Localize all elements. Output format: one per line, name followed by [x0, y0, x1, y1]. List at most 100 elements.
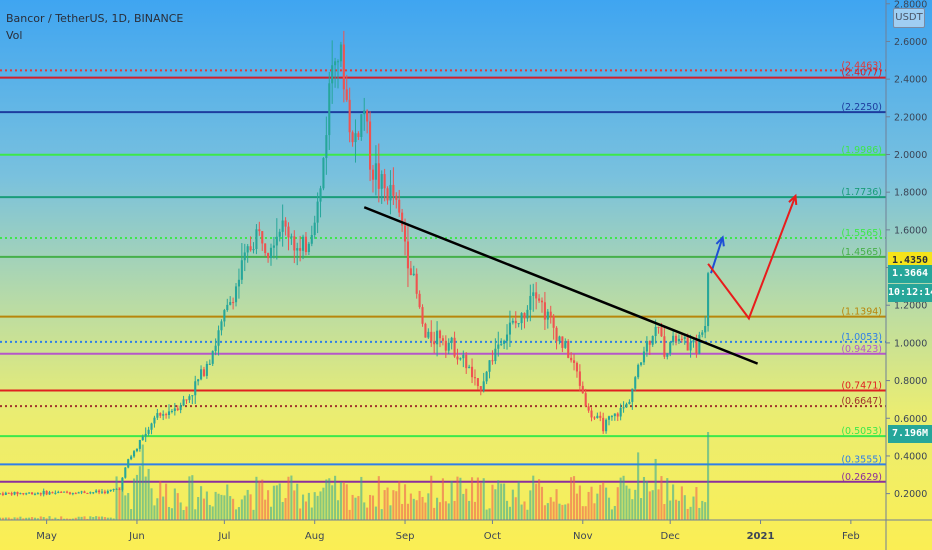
candle-body [348, 99, 351, 133]
volume-bar [45, 518, 48, 520]
volume-bar [578, 485, 581, 520]
volume-bar [366, 507, 369, 520]
candle-body [511, 320, 514, 323]
candle-body [331, 65, 334, 84]
volume-bar [508, 506, 511, 520]
volume-bar [683, 495, 686, 520]
volume-bar [322, 487, 325, 520]
volume-bar [602, 482, 605, 520]
volume-bar [645, 480, 648, 520]
candle-body [552, 315, 555, 328]
volume-bar [229, 496, 232, 520]
volume-bar [535, 483, 538, 520]
volume-bar [200, 486, 203, 520]
price-tick-label: 0.6000 [894, 414, 927, 425]
volume-bar [170, 508, 173, 520]
candle-body [631, 388, 634, 402]
candle-body [613, 413, 616, 417]
candle-body [25, 493, 28, 495]
volume-bar [427, 493, 430, 520]
volume-bar [275, 485, 278, 520]
candle-body [310, 234, 313, 244]
volume-bar [523, 501, 526, 520]
projection-arrow-red [707, 195, 797, 321]
volume-bar [214, 491, 217, 520]
candle-body [0, 493, 2, 495]
candle-body [596, 415, 599, 419]
candle-body [252, 249, 255, 251]
volume-indicator-label[interactable]: Vol [6, 29, 23, 42]
volume-bar [269, 506, 273, 520]
volume-bar [220, 494, 223, 520]
candle-body [517, 323, 520, 325]
candle-body [83, 491, 86, 494]
candle-body [634, 377, 637, 389]
candle-body [581, 385, 584, 394]
volume-bar [13, 517, 16, 520]
volume-bar [392, 490, 395, 520]
candle-body [243, 252, 246, 261]
volume-bar [660, 476, 663, 520]
volume-bar [540, 486, 544, 520]
candle-body [640, 362, 643, 365]
candle-body [532, 292, 535, 296]
volume-bar [258, 480, 261, 520]
volume-bar [325, 479, 328, 520]
volume-bar [666, 478, 669, 520]
candle-body [479, 386, 482, 391]
candle-body [301, 236, 305, 251]
volume-bar [68, 518, 71, 520]
candle-body [462, 354, 465, 359]
volume-bar [488, 508, 491, 520]
volume-bar [147, 468, 150, 520]
volume-bar [473, 501, 477, 520]
candle-body [281, 220, 284, 232]
candle-body [39, 493, 42, 495]
volume-bar [211, 506, 214, 520]
candle-body [127, 459, 130, 468]
candle-body [666, 353, 669, 357]
volume-bar [476, 477, 479, 520]
volume-bar [57, 518, 60, 520]
volume-bar [462, 493, 465, 520]
volume-bar [514, 497, 517, 520]
candle-body [669, 342, 672, 354]
candle-body [628, 401, 631, 404]
volume-bar [456, 476, 459, 520]
candle-body [328, 83, 331, 136]
candle-body [13, 491, 16, 495]
volume-bar [208, 504, 211, 520]
volume-bar [141, 444, 144, 520]
candle-body [508, 322, 511, 335]
currency-button[interactable]: USDT [893, 8, 925, 28]
volume-bar [60, 516, 63, 520]
volume-bar [89, 516, 92, 520]
candle-body [619, 407, 622, 417]
volume-bar [179, 502, 182, 520]
volume-bar [494, 489, 497, 520]
level-label: (0.6647) [841, 396, 882, 407]
candle-body [22, 493, 25, 495]
symbol-title[interactable]: Bancor / TetherUS, 1D, BINANCE [6, 12, 184, 25]
candle-body [692, 340, 695, 343]
candle-body [482, 381, 485, 391]
volume-bar [654, 458, 657, 520]
candle-body [217, 330, 220, 346]
volume-bar [118, 486, 121, 520]
volume-bar [36, 518, 39, 520]
candle-body [695, 340, 698, 354]
volume-bar [406, 503, 409, 520]
candle-body [436, 330, 439, 345]
candle-body [144, 433, 147, 437]
candle-body [354, 133, 357, 143]
candle-body [179, 405, 182, 411]
candle-body [514, 320, 517, 324]
price-tick-label: 1.2000 [894, 301, 927, 312]
volume-bar [485, 509, 488, 520]
volume-bar [205, 491, 208, 520]
volume-bar [226, 484, 229, 520]
volume-bar [237, 507, 240, 520]
candle-body [339, 44, 342, 62]
volume-bar [412, 498, 415, 520]
